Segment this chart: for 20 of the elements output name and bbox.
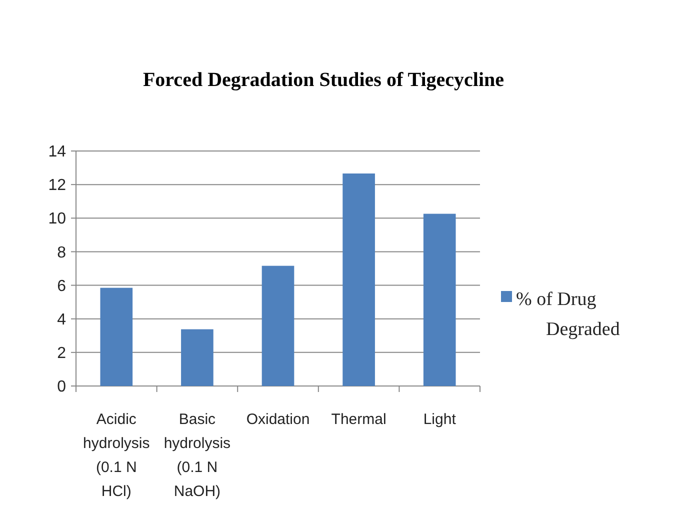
y-tick-label: 12 — [48, 177, 66, 194]
y-tick-label: 14 — [48, 144, 66, 161]
y-tick-label: 10 — [48, 210, 66, 228]
legend-label: % of Drug Degraded — [516, 289, 620, 340]
x-tick-label: Light — [423, 411, 457, 428]
bar — [100, 288, 133, 386]
y-tick-label: 2 — [57, 345, 66, 362]
bar — [423, 214, 456, 386]
x-tick-label: Acidic hydrolysis (0.1 N HCl) — [83, 411, 150, 500]
y-tick-label: 6 — [57, 278, 66, 295]
y-tick-label: 8 — [57, 244, 66, 262]
x-tick-label: Thermal — [331, 411, 386, 428]
x-tick-label: Oxidation — [246, 411, 310, 428]
bar — [262, 266, 294, 386]
bar — [342, 173, 375, 386]
bar — [181, 329, 214, 386]
x-tick-label: Basic hydrolysis (0.1 N NaOH) — [164, 411, 231, 500]
chart-title: Forced Degradation Studies of Tigecycline — [142, 69, 504, 91]
y-tick-label: 0 — [57, 378, 66, 396]
y-tick-label: 4 — [57, 311, 66, 328]
